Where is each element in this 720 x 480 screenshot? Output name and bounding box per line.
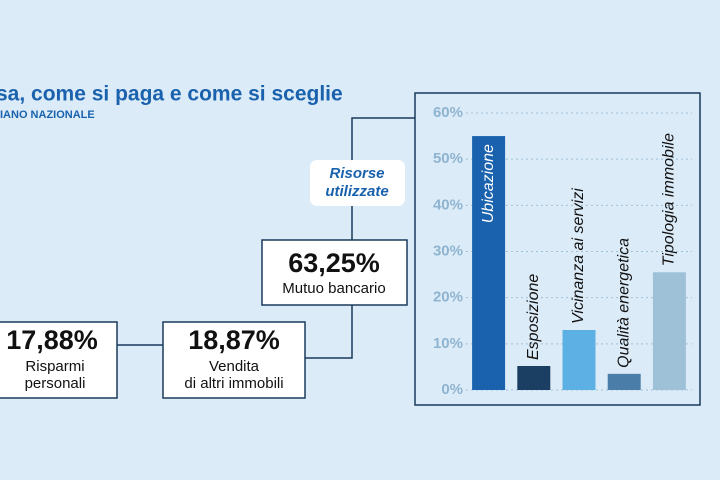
bar (652, 272, 686, 390)
bar (472, 136, 506, 390)
badge (310, 160, 405, 206)
box-label: Mutuo bancario (282, 280, 385, 297)
y-tick-label: 20% (433, 289, 463, 306)
badge-text: utilizzate (325, 183, 388, 200)
plot: 0% 10% 20% 30% 40% 50% 60% Ubicazione Esposizion… (433, 104, 692, 398)
y-tick-label: 10% (433, 335, 463, 352)
box-label: Vendita (209, 358, 260, 375)
y-tick-label: 40% (433, 196, 463, 213)
bar-label: Ubicazione (480, 144, 497, 223)
flow-box (261, 239, 408, 306)
bar-label: Esposizione (525, 274, 542, 360)
flow-box (162, 321, 306, 399)
box-label: Risparmi (25, 358, 84, 375)
badge-text: Risorse (329, 165, 384, 182)
y-tick-label: 0% (441, 381, 463, 398)
bar-label: Qualità energetica (615, 238, 632, 368)
bar (562, 329, 596, 390)
y-tick-label: 50% (433, 150, 463, 167)
bar (607, 373, 641, 390)
bar-label: Vicinanza ai servizi (570, 188, 587, 324)
subtitle: IANO NAZIONALE (0, 109, 95, 121)
flow-box (0, 321, 118, 399)
box-percent: 63,25% (288, 248, 380, 278)
bar-label: Tipologia immobile (661, 133, 678, 266)
y-tick-label: 30% (433, 242, 463, 259)
chart-frame (414, 92, 701, 406)
box-percent: 17,88% (6, 325, 98, 355)
box-label: di altri immobili (184, 375, 283, 392)
box-percent: 18,87% (188, 325, 280, 355)
box-label: personali (25, 375, 86, 392)
bar (517, 365, 551, 390)
title: sa, come si paga e come si sceglie (0, 83, 343, 106)
y-tick-label: 60% (433, 104, 463, 121)
